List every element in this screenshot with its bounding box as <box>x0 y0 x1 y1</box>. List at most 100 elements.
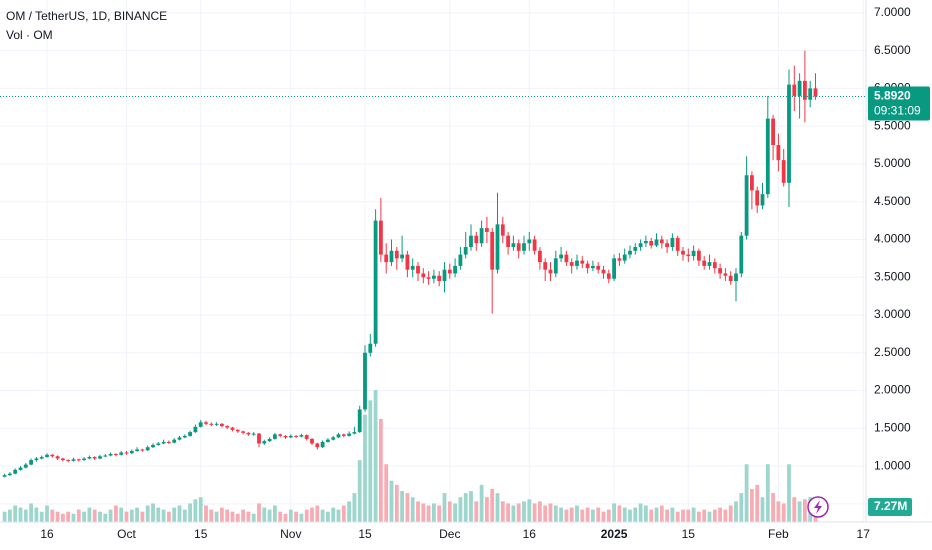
volume-bar <box>432 503 436 522</box>
candle-body <box>209 423 214 425</box>
y-tick-label: 3.0000 <box>874 307 911 321</box>
candle-body <box>527 239 532 244</box>
volume-bar <box>2 511 7 522</box>
candle-body <box>384 254 389 263</box>
volume-bar <box>585 507 590 522</box>
volume-bar <box>262 507 267 522</box>
candle-body <box>61 458 65 461</box>
candle-body <box>606 273 611 279</box>
candle-body <box>712 262 717 269</box>
candle-body <box>458 254 463 266</box>
volume-bar <box>723 509 728 522</box>
volume-bar <box>739 493 744 522</box>
candle-body <box>283 435 288 438</box>
flash-icon[interactable] <box>807 496 829 518</box>
volume-bar <box>495 493 500 522</box>
volume-bar <box>659 505 664 522</box>
candle-body <box>267 438 272 442</box>
volume-bar <box>119 507 124 522</box>
candle-body <box>580 260 585 264</box>
volume-bar <box>718 507 722 522</box>
volume-bar <box>776 501 781 522</box>
candle-body <box>230 427 235 430</box>
volume-bar <box>278 511 283 522</box>
candle-body <box>114 454 118 456</box>
candle-body <box>145 447 150 451</box>
volume-bar <box>760 497 765 522</box>
candle-body <box>55 456 60 459</box>
volume-bar <box>405 493 410 522</box>
volume-bar <box>315 505 320 522</box>
volume-bar <box>479 484 484 522</box>
volume-bar <box>580 509 585 522</box>
y-tick-label: 7.0000 <box>874 5 911 19</box>
volume-bar <box>61 513 65 522</box>
candle-body <box>103 455 108 457</box>
volume-bar <box>129 509 134 522</box>
candle-body <box>373 220 378 344</box>
candle-body <box>511 243 516 248</box>
volume-bar <box>92 509 97 522</box>
candle-body <box>34 458 39 461</box>
candle-body <box>421 273 426 278</box>
candle-body <box>781 160 786 183</box>
x-tick-label: Dec <box>439 527 460 541</box>
y-tick-label: 5.5000 <box>874 118 911 132</box>
volume-bar <box>235 513 240 522</box>
candle-body <box>299 435 304 437</box>
y-tick-label: 1.0000 <box>874 458 911 472</box>
candle-body <box>389 250 394 263</box>
candle-body <box>691 250 696 257</box>
volume-bar <box>500 501 505 522</box>
y-tick-label: 2.5000 <box>874 345 911 359</box>
volume-bar <box>103 513 108 522</box>
volume-bar <box>145 505 150 522</box>
last-price-box <box>868 86 930 121</box>
volume-bar <box>803 499 807 522</box>
volume-bar <box>617 505 622 522</box>
candle-body <box>638 243 643 248</box>
volume-bar <box>400 491 404 522</box>
candle-body <box>182 435 187 438</box>
volume-bar <box>241 509 245 522</box>
candle-body <box>453 265 457 274</box>
candle-body <box>490 231 495 270</box>
candle-body <box>135 449 139 451</box>
candle-body <box>596 265 601 270</box>
candle-body <box>363 352 367 410</box>
volume-bar <box>553 505 558 522</box>
candle-body <box>432 275 436 279</box>
candle-body <box>23 464 28 468</box>
candle-body <box>119 452 124 455</box>
volume-bar <box>633 507 638 522</box>
countdown-label: 09:31:09 <box>874 104 921 118</box>
candle-body <box>447 269 452 274</box>
candle-body <box>500 224 505 236</box>
volume-bar <box>628 509 632 522</box>
x-tick-label: 2025 <box>601 527 628 541</box>
volume-bar <box>416 501 420 522</box>
volume-bar <box>198 497 203 522</box>
candle-body <box>341 434 346 436</box>
x-tick-label: 15 <box>682 527 696 541</box>
volume-bar <box>734 501 738 522</box>
volume-bar <box>622 507 627 522</box>
volume-bar <box>453 503 457 522</box>
candle-body <box>188 432 192 436</box>
volume-bar <box>410 497 415 522</box>
volume-title: Vol · OM <box>6 28 53 42</box>
volume-bar <box>294 511 298 522</box>
candle-body <box>792 84 797 96</box>
candle-body <box>516 243 521 251</box>
candle-body <box>728 275 733 282</box>
volume-bar <box>591 509 595 522</box>
volume-bar <box>797 501 802 522</box>
candle-body <box>718 268 722 274</box>
x-tick-label: Nov <box>280 527 301 541</box>
x-tick-label: Feb <box>768 527 789 541</box>
candle-body <box>124 452 129 454</box>
candle-body <box>29 460 33 465</box>
volume-bar <box>516 503 521 522</box>
volume-bar <box>765 464 770 522</box>
x-tick-label: Oct <box>117 527 136 541</box>
